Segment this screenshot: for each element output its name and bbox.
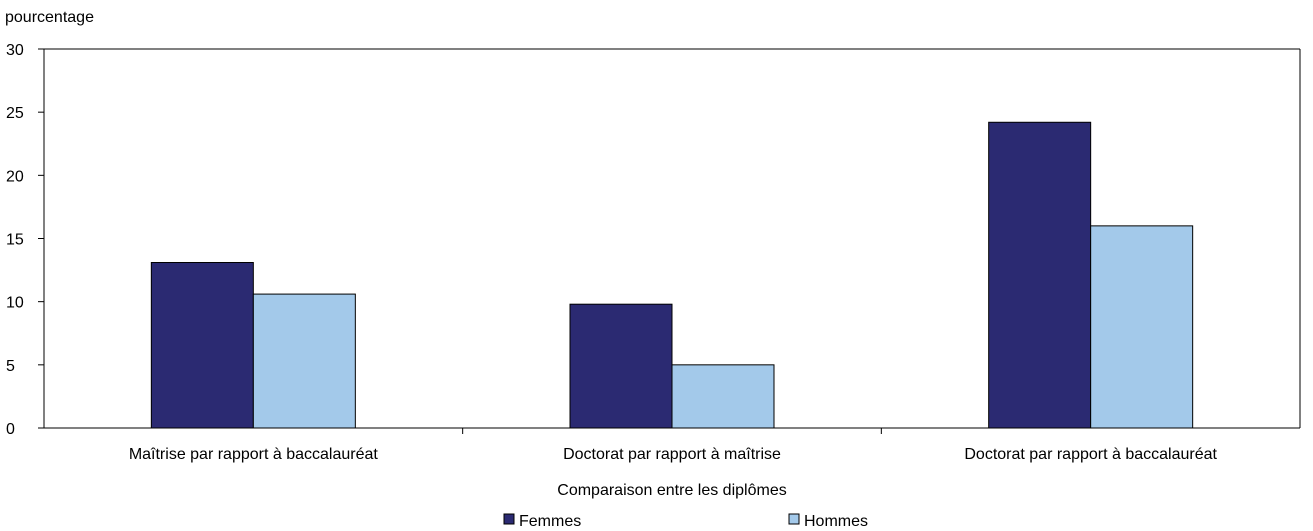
bar-hommes-1 — [252, 293, 356, 429]
y-tick-label: 0 — [6, 421, 15, 438]
bars — [150, 121, 1194, 429]
y-axis-ticks: 0 5 10 15 20 25 30 — [6, 42, 44, 438]
y-tick-label: 20 — [6, 168, 24, 185]
y-tick-label: 15 — [6, 232, 24, 249]
x-tick-label: Maîtrise par rapport à baccalauréat — [129, 446, 379, 463]
y-tick-label: 25 — [6, 105, 24, 122]
x-tick-label: Doctorat par rapport à maîtrise — [563, 446, 781, 463]
legend-swatch-femmes — [503, 513, 515, 525]
bar-femmes-2 — [569, 303, 673, 429]
x-axis-label: Comparaison entre les diplômes — [557, 482, 786, 499]
y-tick-label: 5 — [6, 358, 15, 375]
bar-hommes-2 — [671, 364, 775, 429]
legend-label-hommes: Hommes — [804, 513, 868, 530]
bar-hommes-3 — [1090, 225, 1194, 429]
y-axis-label: pourcentage — [5, 9, 94, 26]
legend-label-femmes: Femmes — [519, 513, 581, 530]
x-tick-label: Doctorat par rapport à baccalauréat — [964, 446, 1217, 463]
bar-femmes-1 — [150, 262, 254, 429]
y-tick-label: 30 — [6, 42, 24, 59]
legend-swatch-hommes — [788, 513, 800, 525]
bar-femmes-3 — [988, 121, 1092, 429]
y-tick-label: 10 — [6, 295, 24, 312]
legend: Femmes Hommes — [503, 513, 868, 530]
x-axis-category-labels: Maîtrise par rapport à baccalauréat Docto… — [129, 428, 1218, 463]
